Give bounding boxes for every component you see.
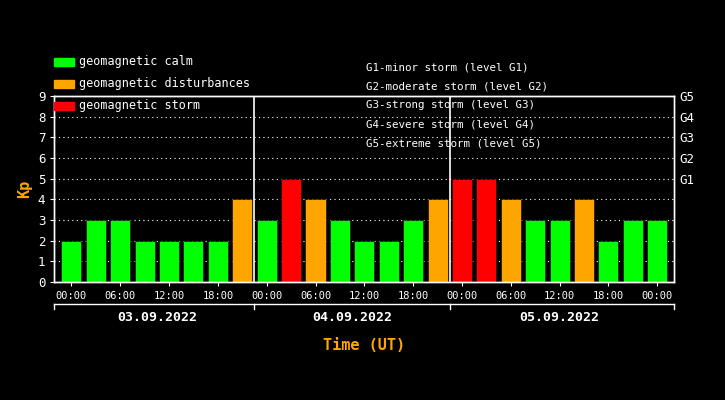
Bar	[330, 220, 350, 282]
Bar	[355, 241, 374, 282]
Bar	[623, 220, 643, 282]
Text: G2-moderate storm (level G2): G2-moderate storm (level G2)	[366, 81, 548, 91]
Bar	[257, 220, 277, 282]
Bar	[550, 220, 570, 282]
Bar	[305, 199, 326, 282]
Bar	[159, 241, 179, 282]
Bar	[62, 241, 81, 282]
Text: G4-severe storm (level G4): G4-severe storm (level G4)	[366, 120, 535, 130]
Bar	[403, 220, 423, 282]
Bar	[574, 199, 594, 282]
Bar	[86, 220, 106, 282]
Bar	[110, 220, 130, 282]
Bar	[208, 241, 228, 282]
Y-axis label: Kp: Kp	[17, 180, 33, 198]
Text: 04.09.2022: 04.09.2022	[312, 311, 392, 324]
Bar	[281, 179, 301, 282]
Bar	[647, 220, 667, 282]
Text: G5-extreme storm (level G5): G5-extreme storm (level G5)	[366, 139, 542, 149]
Bar	[525, 220, 545, 282]
Text: G3-strong storm (level G3): G3-strong storm (level G3)	[366, 100, 535, 110]
Bar	[183, 241, 204, 282]
Text: Time (UT): Time (UT)	[323, 338, 405, 353]
Bar	[232, 199, 252, 282]
Text: geomagnetic calm: geomagnetic calm	[78, 55, 193, 68]
Bar	[135, 241, 154, 282]
Text: geomagnetic storm: geomagnetic storm	[78, 99, 199, 112]
Bar	[428, 199, 447, 282]
Bar	[598, 241, 618, 282]
Text: 03.09.2022: 03.09.2022	[117, 311, 197, 324]
Text: geomagnetic disturbances: geomagnetic disturbances	[78, 77, 249, 90]
Text: G1-minor storm (level G1): G1-minor storm (level G1)	[366, 62, 529, 72]
Bar	[378, 241, 399, 282]
Bar	[476, 179, 497, 282]
Bar	[501, 199, 521, 282]
Bar	[452, 179, 472, 282]
Text: 05.09.2022: 05.09.2022	[520, 311, 600, 324]
